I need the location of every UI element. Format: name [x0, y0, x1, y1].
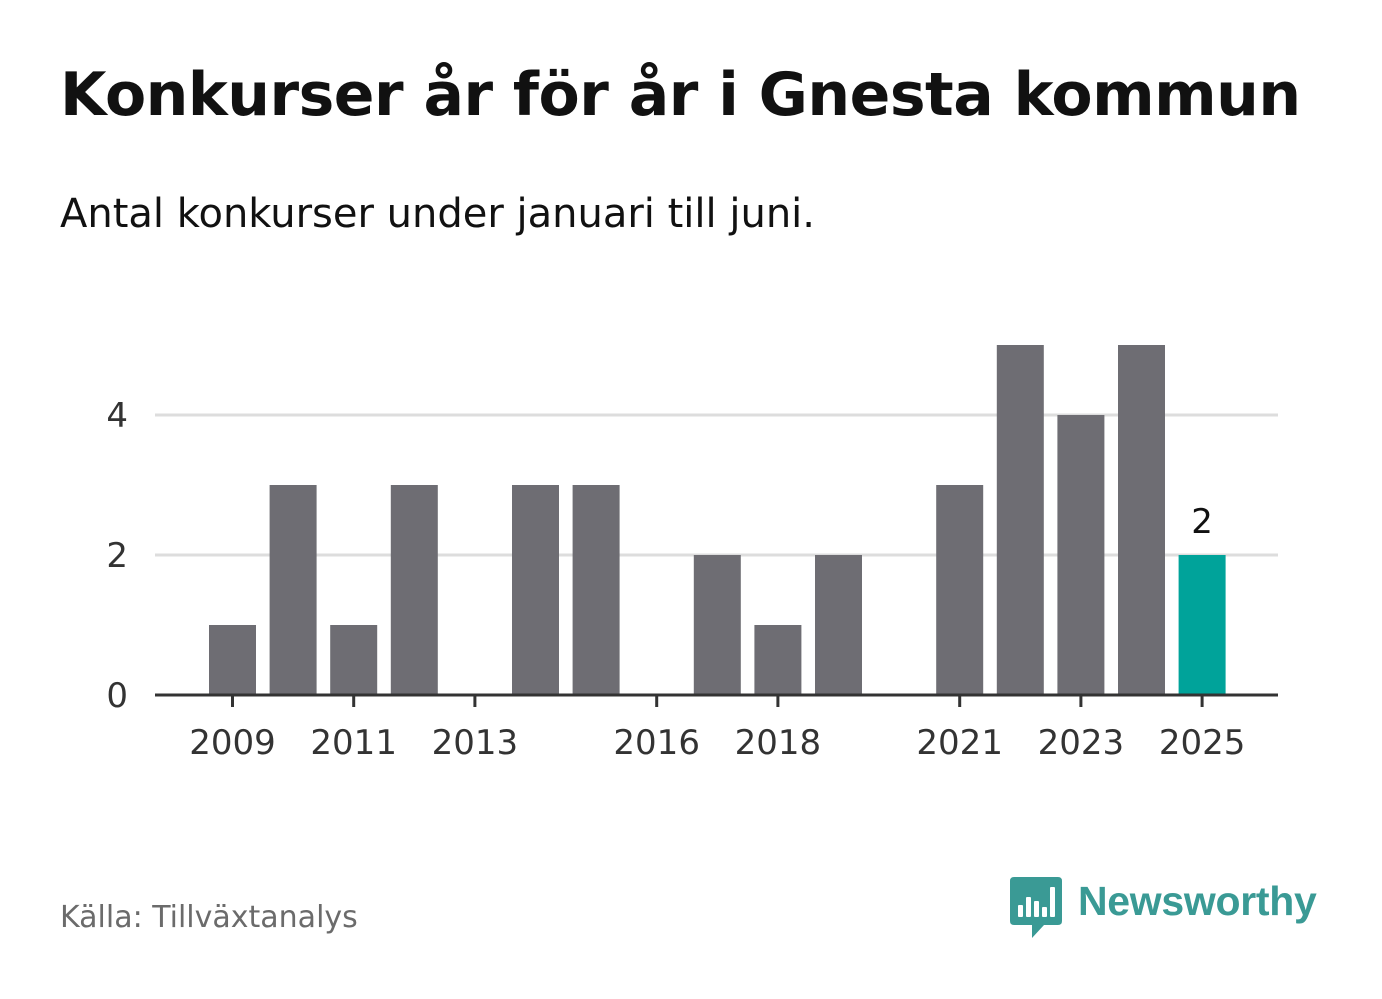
- brand-logo: Newsworthy: [1010, 877, 1317, 941]
- source-note: Källa: Tillväxtanalys: [60, 900, 358, 935]
- x-tick-label: 2009: [189, 723, 276, 763]
- bar: [754, 625, 802, 695]
- bar: [996, 345, 1044, 695]
- y-tick-label: 4: [106, 396, 128, 436]
- brand-name: Newsworthy: [1078, 878, 1317, 924]
- chart-title: Konkurser år för år i Gnesta kommun: [60, 60, 1301, 130]
- bar: [512, 485, 559, 695]
- bar: [936, 485, 984, 695]
- bar: [390, 485, 438, 695]
- axes: [155, 693, 1278, 707]
- bar: [572, 485, 620, 695]
- y-tick-label: 2: [106, 536, 128, 576]
- labels: 0 2 4 2009 2011 2013 2016 2018 2021 2023 2025 2: [106, 396, 1245, 763]
- x-tick-label: 2013: [432, 723, 519, 763]
- bars: [209, 345, 1226, 695]
- bar: [693, 555, 741, 695]
- x-tick-label: 2023: [1038, 723, 1125, 763]
- bar: [815, 555, 862, 695]
- x-tick-label: 2016: [613, 723, 700, 763]
- x-tick-label: 2011: [310, 723, 397, 763]
- grid-lines: [155, 413, 1278, 557]
- bar: [330, 625, 378, 695]
- bar: [209, 625, 256, 695]
- bar: [1057, 415, 1105, 695]
- newsworthy-logo-icon: [1010, 877, 1062, 938]
- x-tick-label: 2025: [1159, 723, 1246, 763]
- x-tick-label: 2021: [916, 723, 1003, 763]
- chart-subtitle: Antal konkurser under januari till juni.: [60, 191, 815, 237]
- data-label: 2: [1191, 502, 1213, 542]
- bar: [269, 485, 317, 695]
- highlighted-bar: [1178, 555, 1226, 695]
- bar: [1118, 345, 1165, 695]
- x-tick-label: 2018: [735, 723, 822, 763]
- y-tick-label: 0: [106, 676, 128, 716]
